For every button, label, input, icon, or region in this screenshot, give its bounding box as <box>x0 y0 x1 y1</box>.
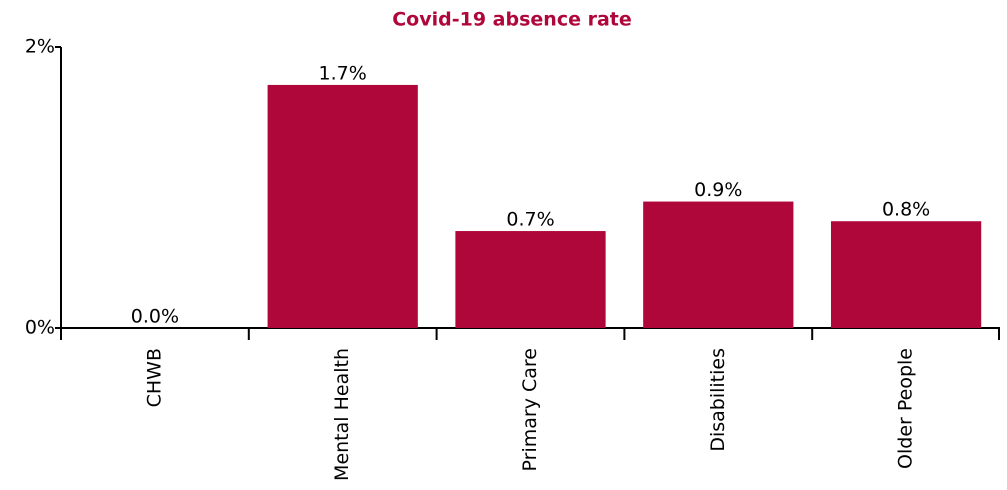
bar <box>455 231 606 328</box>
y-tick-label: 0% <box>25 317 55 339</box>
chart-title: Covid-19 absence rate <box>392 9 632 31</box>
x-tick-label: Older People <box>895 348 917 469</box>
x-tick-label: Primary Care <box>519 348 541 471</box>
bar <box>830 221 982 328</box>
value-label: 0.9% <box>694 179 742 201</box>
x-tick-label: Mental Health <box>331 348 353 481</box>
value-label: 0.0% <box>131 306 179 328</box>
value-label: 0.8% <box>882 199 930 221</box>
y-tick-label: 2% <box>25 36 55 58</box>
x-tick-label: Disabilities <box>707 348 729 452</box>
value-label: 1.7% <box>319 62 367 84</box>
value-label: 0.7% <box>506 209 554 231</box>
bar <box>267 84 418 328</box>
bar <box>643 201 794 328</box>
x-tick-label: CHWB <box>143 348 165 407</box>
